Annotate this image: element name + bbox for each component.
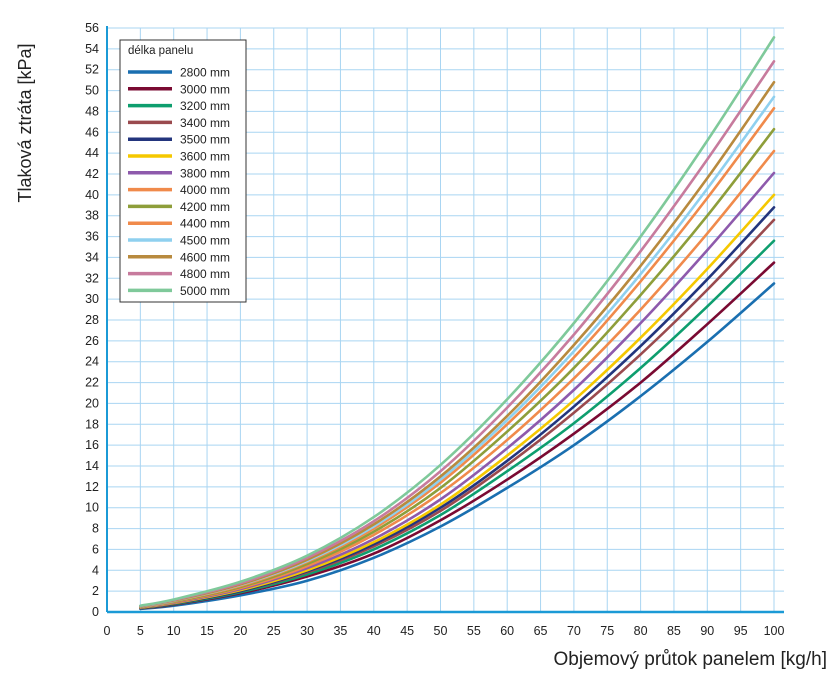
- y-tick-label: 24: [85, 355, 99, 369]
- legend-label: 3200 mm: [180, 99, 230, 113]
- y-tick-label: 20: [85, 396, 99, 410]
- x-tick-label: 80: [634, 624, 648, 638]
- x-axis-label: Objemový průtok panelem [kg/h]: [553, 649, 827, 670]
- legend-label: 3800 mm: [180, 166, 230, 180]
- legend-items: 2800 mm 3000 mm 3200 mm 3400 mm 3500 mm 3600 …: [128, 66, 230, 298]
- x-tick-label: 60: [500, 624, 514, 638]
- y-tick-label: 56: [85, 21, 99, 35]
- x-tick-label: 65: [534, 624, 548, 638]
- x-tick-label: 35: [333, 624, 347, 638]
- x-tick-label: 75: [600, 624, 614, 638]
- x-tick-label: 15: [200, 624, 214, 638]
- x-tick-label: 5: [137, 624, 144, 638]
- y-tick-label: 50: [85, 84, 99, 98]
- series-line-2800-mm: [139, 282, 776, 611]
- y-tick-label: 8: [92, 522, 99, 536]
- y-tick-label: 2: [92, 584, 99, 598]
- y-tick-label: 30: [85, 292, 99, 306]
- x-tick-label: 90: [700, 624, 714, 638]
- x-tick-label: 20: [233, 624, 247, 638]
- y-tick-label: 54: [85, 42, 99, 56]
- y-tick-label: 32: [85, 271, 99, 285]
- legend: délka panelu 2800 mm 3000 mm 3200 mm 3400 m…: [119, 39, 247, 303]
- y-tick-label: 22: [85, 376, 99, 390]
- legend-label: 2800 mm: [180, 66, 230, 80]
- y-tick-label: 38: [85, 209, 99, 223]
- x-tick-label: 30: [300, 624, 314, 638]
- series-line-5000-mm: [139, 36, 776, 608]
- y-tick-label: 46: [85, 125, 99, 139]
- y-axis-label: Tlaková ztráta [kPa]: [15, 43, 35, 202]
- x-tick-label: 85: [667, 624, 681, 638]
- legend-label: 5000 mm: [180, 284, 230, 298]
- axes: [106, 26, 784, 614]
- x-tick-label: 100: [764, 624, 785, 638]
- legend-label: 4000 mm: [180, 183, 230, 197]
- y-tick-label: 42: [85, 167, 99, 181]
- x-tick-labels: 0 5 10 15 20 25 30 35 40 45 50 55 60 65 70 75 80 85 90 95 10…: [104, 624, 785, 638]
- y-tick-label: 36: [85, 230, 99, 244]
- y-tick-label: 4: [92, 563, 99, 577]
- legend-label: 4800 mm: [180, 267, 230, 281]
- x-tick-label: 0: [104, 624, 111, 638]
- y-tick-label: 6: [92, 542, 99, 556]
- x-tick-label: 70: [567, 624, 581, 638]
- x-tick-label: 25: [267, 624, 281, 638]
- y-tick-label: 34: [85, 250, 99, 264]
- y-tick-label: 0: [92, 605, 99, 619]
- y-tick-label: 26: [85, 334, 99, 348]
- y-tick-label: 40: [85, 188, 99, 202]
- legend-label: 4400 mm: [180, 217, 230, 231]
- y-tick-label: 10: [85, 501, 99, 515]
- y-tick-labels: 0246810121416182022242628303234363840424…: [85, 21, 99, 619]
- y-tick-label: 12: [85, 480, 99, 494]
- legend-label: 4600 mm: [180, 250, 230, 264]
- x-tick-label: 95: [734, 624, 748, 638]
- y-tick-label: 52: [85, 63, 99, 77]
- y-tick-label: 28: [85, 313, 99, 327]
- y-tick-label: 16: [85, 438, 99, 452]
- x-tick-label: 40: [367, 624, 381, 638]
- series-line-4800-mm: [139, 60, 776, 608]
- x-tick-label: 50: [434, 624, 448, 638]
- x-tick-label: 10: [167, 624, 181, 638]
- x-tick-label: 45: [400, 624, 414, 638]
- legend-label: 4500 mm: [180, 234, 230, 248]
- y-tick-label: 18: [85, 417, 99, 431]
- y-tick-label: 48: [85, 104, 99, 118]
- series-line-3000-mm: [139, 261, 776, 610]
- legend-title: délka panelu: [128, 45, 193, 57]
- legend-label: 3500 mm: [180, 133, 230, 147]
- series-lines: [139, 36, 776, 611]
- x-tick-label: 55: [467, 624, 481, 638]
- y-tick-label: 14: [85, 459, 99, 473]
- y-tick-label: 44: [85, 146, 99, 160]
- legend-label: 3600 mm: [180, 150, 230, 164]
- legend-label: 3000 mm: [180, 82, 230, 96]
- legend-label: 4200 mm: [180, 200, 230, 214]
- legend-label: 3400 mm: [180, 116, 230, 130]
